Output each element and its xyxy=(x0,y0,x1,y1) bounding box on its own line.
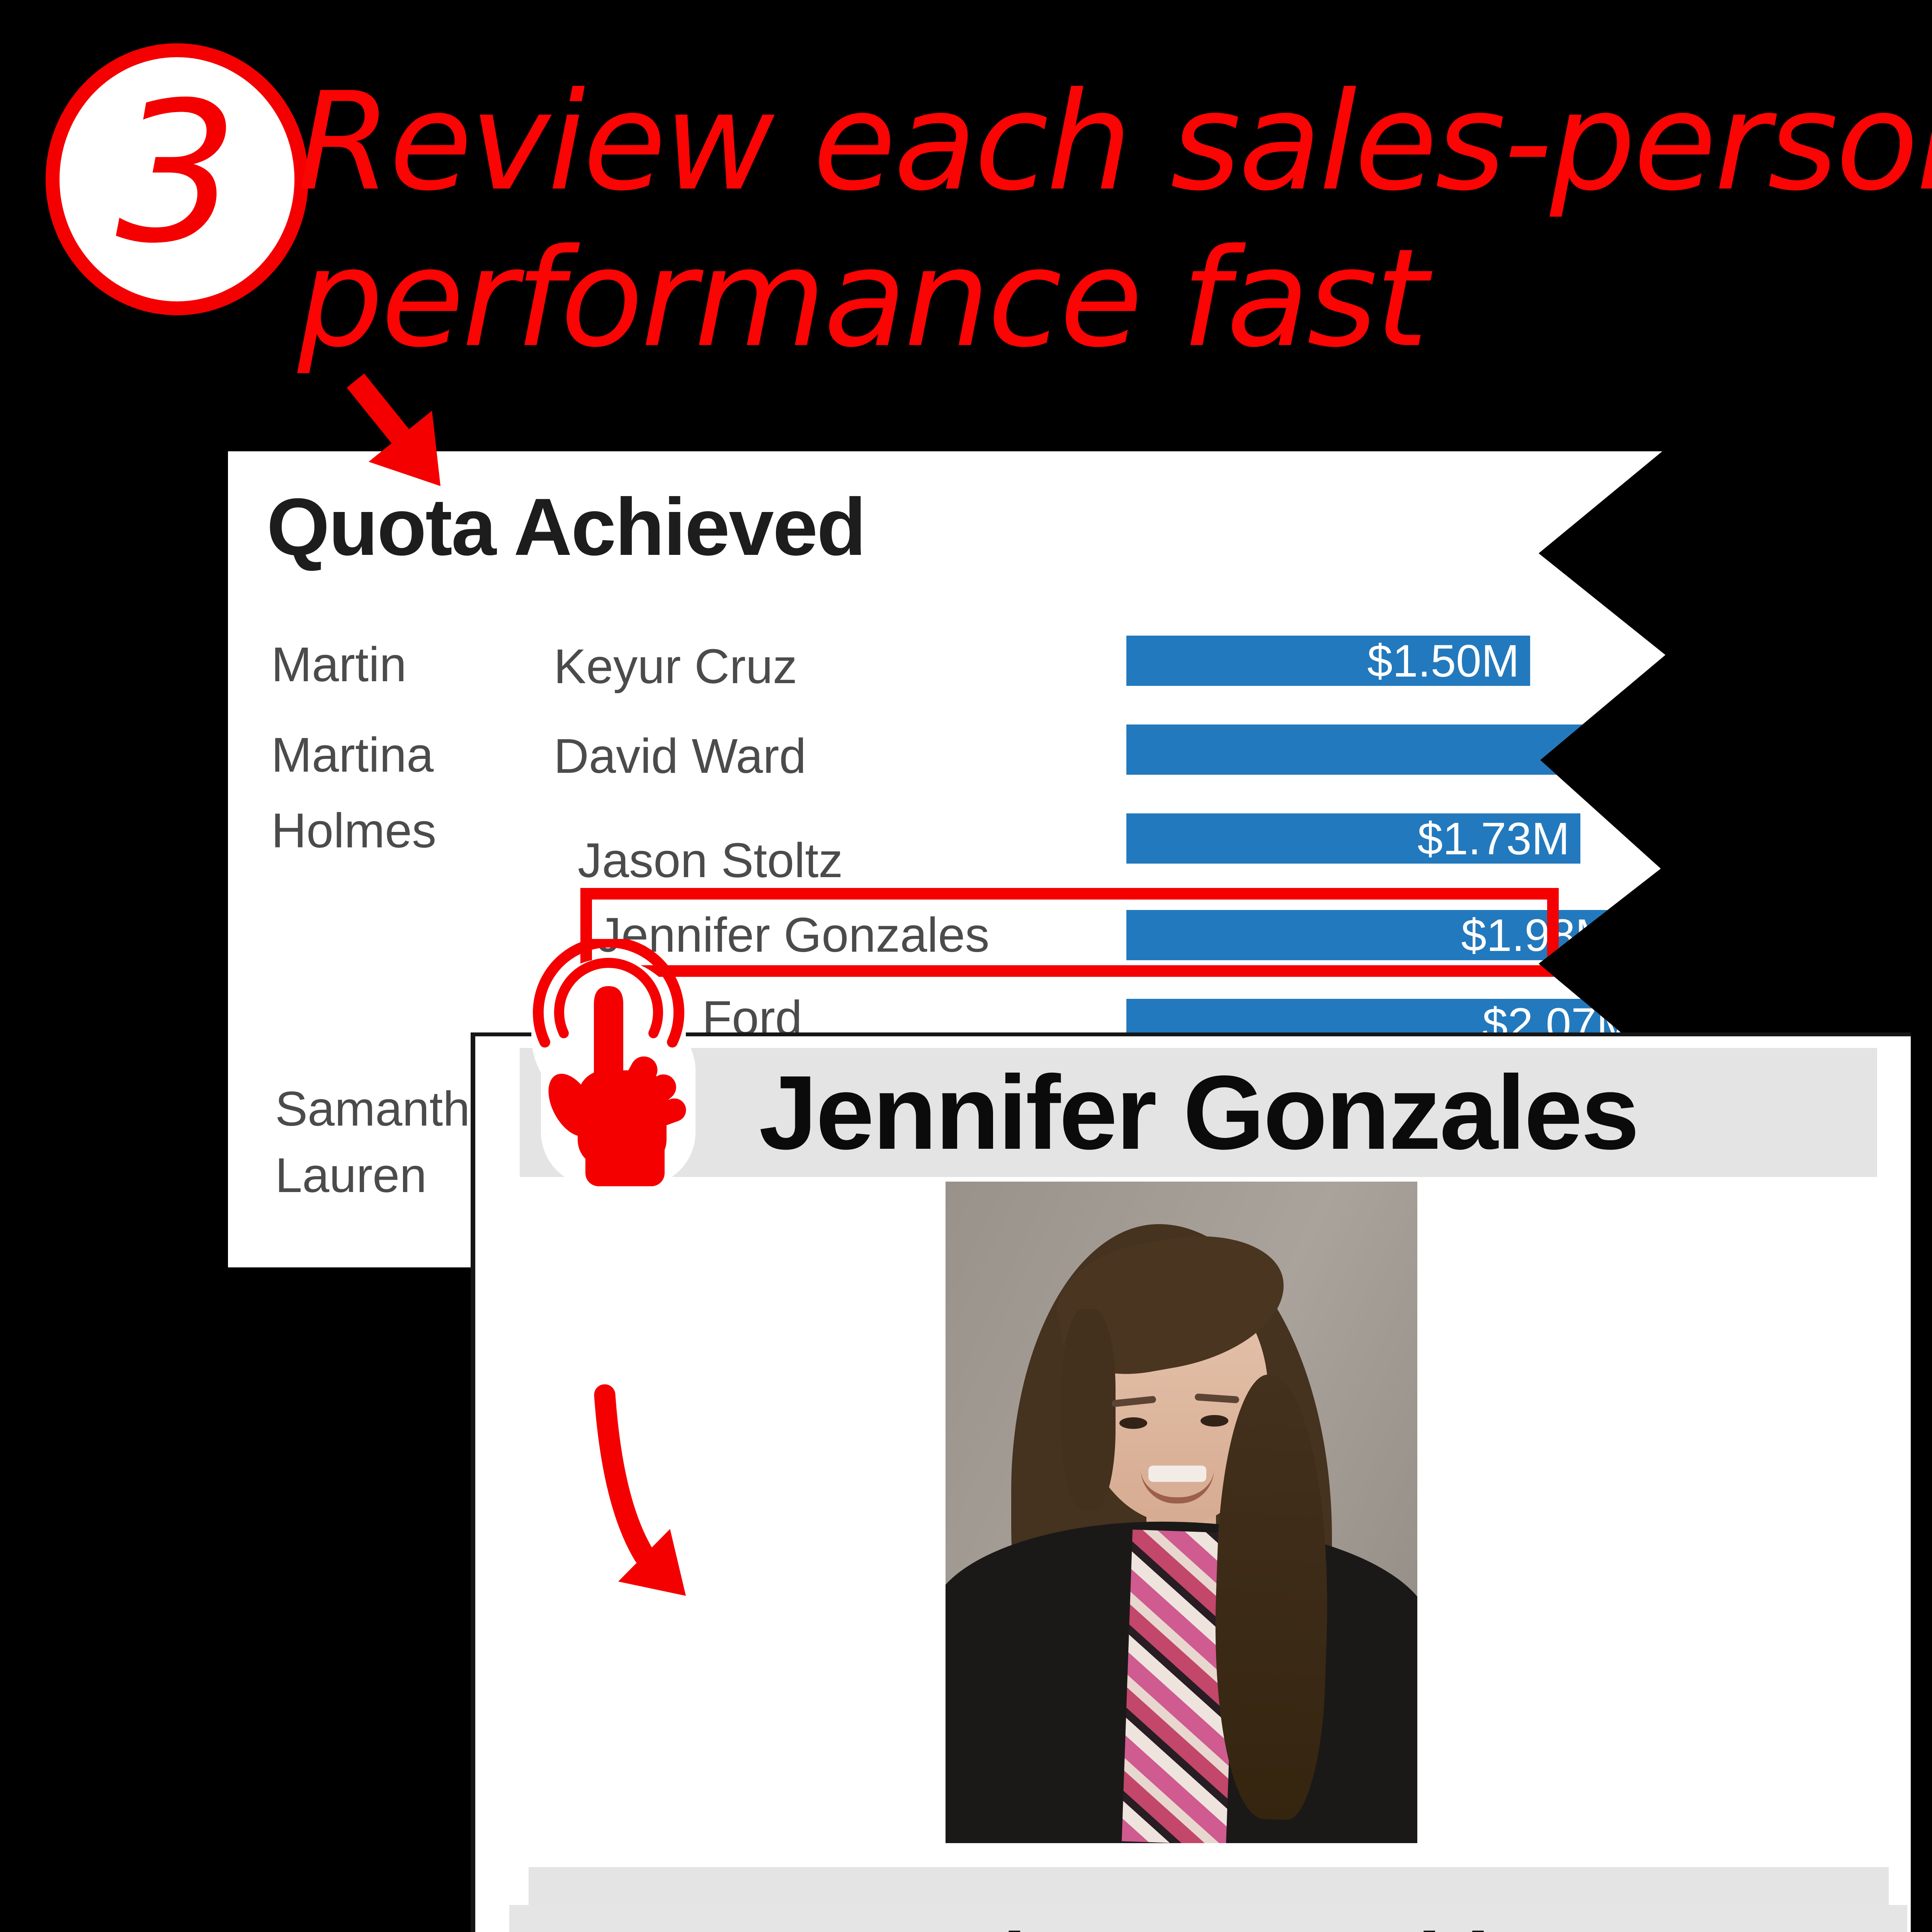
occluded-section-band: Ref xyxy=(529,1867,1889,1905)
tap-hand xyxy=(548,1056,686,1186)
tap-ring-outer xyxy=(533,939,684,1048)
salesperson-photo xyxy=(946,1182,1417,1843)
salesperson-label[interactable]: David Ward xyxy=(554,729,806,783)
quota-achieved-panel: Quota Achieved Martin Martina Holmes Sam… xyxy=(228,451,1665,1267)
group-label-holmes[interactable]: Holmes xyxy=(271,803,437,858)
group-label-martin[interactable]: Martin xyxy=(271,637,407,692)
salesperson-label[interactable]: Keyur Cruz xyxy=(554,639,798,694)
occluded-section-label: Ref xyxy=(952,1889,1092,1905)
photo-eye xyxy=(1201,1415,1228,1427)
group-label-lauren[interactable]: Lauren xyxy=(275,1148,427,1202)
card-left-edge xyxy=(471,1032,475,1932)
annotation-text: Review each sales-person's performance f… xyxy=(298,64,1932,377)
group-label-samantha[interactable]: Samantha xyxy=(275,1082,497,1136)
quota-bar[interactable] xyxy=(1126,724,1665,775)
section-title: Total Opportunities xyxy=(509,1905,1907,1932)
card-top-edge xyxy=(471,1032,1911,1036)
salesperson-label-jennifer-gonzales[interactable]: Jennifer Gonzales xyxy=(597,908,990,962)
annotation-line-2: performance fast xyxy=(298,219,1428,377)
highlight-rectangle xyxy=(580,888,1559,977)
photo-teeth xyxy=(1148,1466,1206,1482)
step-number-badge: 3 xyxy=(46,43,308,315)
bar-value-label xyxy=(1126,724,1665,775)
card-title-band: Jennifer Gonzales xyxy=(520,1048,1877,1177)
step-number: 3 xyxy=(115,61,239,286)
quota-bar[interactable]: $1.73M xyxy=(1126,813,1580,864)
bar-value-label: $1.50M xyxy=(1367,636,1519,687)
total-opportunities-band: Total Opportunities xyxy=(509,1905,1907,1932)
tap-hand-icon xyxy=(531,939,696,1186)
panel-title: Quota Achieved xyxy=(267,481,866,572)
card-title: Jennifer Gonzales xyxy=(759,1054,1639,1171)
salesperson-label[interactable]: Jason Stoltz xyxy=(578,833,843,888)
bar-value-label: $1.73M xyxy=(1417,813,1570,864)
annotation-line-1: Review each sales-person's xyxy=(298,63,1932,221)
tap-ring-inner xyxy=(554,957,663,1038)
group-label-martina[interactable]: Martina xyxy=(271,728,434,782)
quota-bar[interactable]: $1.50M xyxy=(1126,636,1530,687)
photo-eye xyxy=(1119,1417,1147,1429)
salesperson-detail-card: Jennifer Gonzales Ref Total Opportunitie… xyxy=(471,1032,1911,1932)
photo-hair-side xyxy=(1061,1309,1116,1510)
